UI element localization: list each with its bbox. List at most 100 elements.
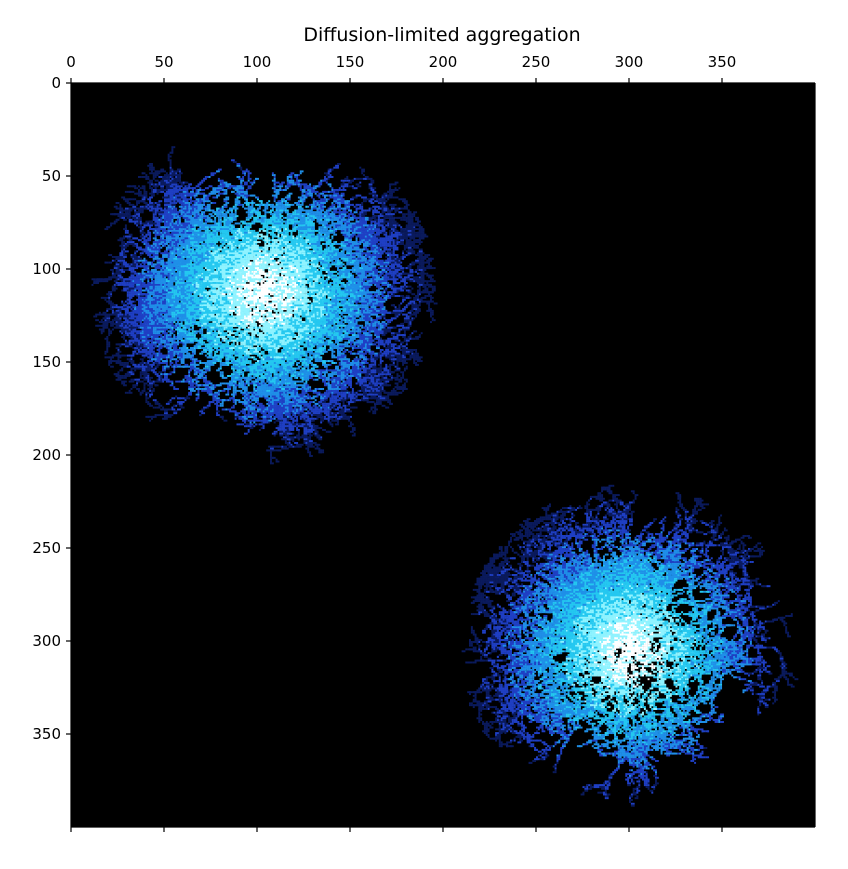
- aggregate-pixel: [259, 250, 261, 252]
- aggregate-pixel: [320, 263, 322, 265]
- aggregate-pixel: [344, 310, 346, 312]
- aggregate-pixel: [354, 271, 356, 273]
- aggregate-pixel: [253, 271, 255, 273]
- aggregate-pixel: [357, 275, 359, 277]
- chart-title: Diffusion-limited aggregation: [303, 24, 580, 46]
- aggregate-pixel: [393, 258, 395, 260]
- aggregate-pixel: [326, 275, 328, 277]
- aggregate-pixel: [391, 224, 393, 226]
- aggregate-pixel: [322, 232, 324, 234]
- aggregate-pixel: [369, 250, 371, 252]
- aggregate-pixel: [322, 263, 324, 265]
- aggregate-pixel: [261, 327, 263, 329]
- aggregate-pixel: [350, 260, 352, 262]
- aggregate-pixel: [330, 323, 332, 325]
- aggregate-pixel: [348, 234, 350, 236]
- aggregate-pixel: [261, 262, 263, 264]
- aggregate-pixel: [350, 273, 352, 275]
- aggregate-pixel: [289, 290, 291, 292]
- aggregate-pixel: [253, 290, 255, 292]
- aggregate-pixel: [251, 303, 253, 305]
- aggregate-pixel: [389, 265, 391, 267]
- aggregate-pixel: [328, 275, 330, 277]
- aggregate-pixel: [296, 297, 298, 299]
- aggregate-pixel: [350, 234, 352, 236]
- aggregate-pixel: [318, 234, 320, 236]
- aggregate-pixel: [341, 297, 343, 299]
- aggregate-pixel: [365, 256, 367, 258]
- aggregate-pixel: [343, 284, 345, 286]
- aggregate-pixel: [344, 284, 346, 286]
- aggregate-pixel: [300, 243, 302, 245]
- aggregate-pixel: [389, 252, 391, 254]
- aggregate-pixel: [335, 249, 337, 251]
- aggregate-pixel: [281, 290, 283, 292]
- aggregate-pixel: [326, 271, 328, 273]
- aggregate-pixel: [326, 247, 328, 249]
- aggregate-pixel: [387, 249, 389, 251]
- aggregate-pixel: [328, 260, 330, 262]
- aggregate-pixel: [352, 271, 354, 273]
- aggregate-pixel: [343, 247, 345, 249]
- aggregate-pixel: [302, 291, 304, 293]
- aggregate-pixel: [279, 293, 281, 295]
- aggregate-pixel: [331, 278, 333, 280]
- aggregate-pixel: [341, 282, 343, 284]
- aggregate-pixel: [313, 299, 315, 301]
- aggregate-pixel: [324, 275, 326, 277]
- aggregate-pixel: [263, 269, 265, 271]
- aggregate-pixel: [259, 325, 261, 327]
- aggregate-pixel: [318, 275, 320, 277]
- aggregate-pixel: [287, 288, 289, 290]
- aggregate-pixel: [320, 262, 322, 264]
- aggregate-pixel: [357, 271, 359, 273]
- aggregate-pixel: [291, 303, 293, 305]
- aggregate-pixel: [352, 267, 354, 269]
- aggregate-pixel: [291, 293, 293, 295]
- aggregate-pixel: [341, 284, 343, 286]
- aggregate-pixel: [289, 291, 291, 293]
- aggregate-pixel: [274, 271, 276, 273]
- aggregate-pixel: [387, 223, 389, 225]
- aggregate-pixel: [371, 250, 373, 252]
- aggregate-pixel: [333, 252, 335, 254]
- aggregate-pixel: [343, 282, 345, 284]
- aggregate-pixel: [372, 249, 374, 251]
- aggregate-pixel: [264, 319, 266, 321]
- aggregate-pixel: [371, 224, 373, 226]
- aggregate-pixel: [357, 263, 359, 265]
- aggregate-pixel: [289, 288, 291, 290]
- aggregate-pixel: [331, 323, 333, 325]
- aggregate-pixel: [354, 258, 356, 260]
- aggregate-pixel: [270, 290, 272, 292]
- aggregate-pixel: [278, 278, 280, 280]
- aggregate-pixel: [357, 260, 359, 262]
- aggregate-pixel: [326, 245, 328, 247]
- aggregate-pixel: [300, 245, 302, 247]
- aggregate-pixel: [341, 247, 343, 249]
- aggregate-pixel: [376, 291, 378, 293]
- aggregate-pixel: [337, 249, 339, 251]
- aggregate-pixel: [294, 295, 296, 297]
- aggregate-pixel: [363, 263, 365, 265]
- aggregate-pixel: [354, 269, 356, 271]
- aggregate-pixel: [343, 256, 345, 258]
- aggregate-pixel: [317, 269, 319, 271]
- aggregate-pixel: [361, 286, 363, 288]
- aggregate-pixel: [356, 271, 358, 273]
- aggregate-pixel: [335, 317, 337, 319]
- aggregate-pixel: [328, 250, 330, 252]
- aggregate-pixel: [341, 245, 343, 247]
- aggregate-pixel: [361, 278, 363, 280]
- aggregate-pixel: [276, 304, 278, 306]
- aggregate-pixel: [371, 247, 373, 249]
- aggregate-pixel: [333, 250, 335, 252]
- aggregate-pixel: [356, 273, 358, 275]
- aggregate-pixel: [372, 247, 374, 249]
- aggregate-pixel: [339, 280, 341, 282]
- aggregate-pixel: [328, 249, 330, 251]
- aggregate-pixel: [292, 304, 294, 306]
- aggregate-pixel: [371, 243, 373, 245]
- aggregate-pixel: [248, 327, 250, 329]
